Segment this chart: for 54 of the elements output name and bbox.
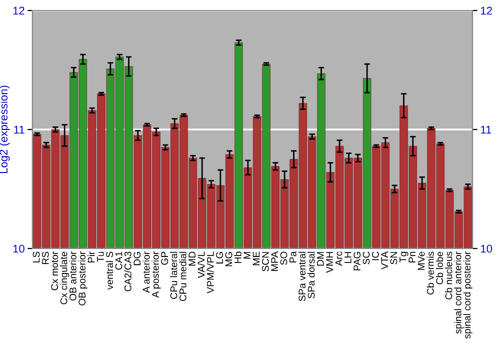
- x-tick-label: IC: [372, 252, 379, 260]
- x-tick-label: OB posterior: [78, 251, 88, 306]
- x-tick-label: DG: [134, 252, 141, 266]
- x-tick-label: Cx cingulate: [60, 252, 70, 304]
- y2-tick-label: 12: [480, 6, 492, 15]
- x-tick-label: Cx motor: [51, 251, 58, 290]
- x-tick-label: VTA: [381, 251, 388, 270]
- x-tick-label: A anterior: [142, 251, 150, 293]
- x-tick-label: Tg: [400, 252, 408, 262]
- y-tick-label: 12: [13, 6, 24, 15]
- x-tick-label: Cb vermis: [426, 252, 434, 295]
- x-tick-label: PAG: [354, 252, 361, 270]
- x-tick-label: ME: [252, 252, 260, 266]
- x-tick-label: SPa dorsal: [308, 252, 315, 298]
- x-tick-label: DM: [317, 252, 324, 266]
- y-tick-label: 11: [14, 126, 24, 134]
- x-tick-label: Arc: [335, 252, 342, 266]
- x-tick-label: SC: [362, 252, 370, 264]
- y2-tick-label: 10: [480, 244, 492, 253]
- x-tick-label: MD: [188, 252, 196, 266]
- x-tick-label: Cb nucleus: [445, 252, 452, 300]
- x-tick-label: CA1: [115, 252, 122, 270]
- x-tick-label: GP: [161, 252, 168, 265]
- x-tick-label: SN: [390, 252, 398, 264]
- x-tick-label: OB anterior: [69, 251, 76, 301]
- x-tick-label: CPu medial: [179, 252, 186, 302]
- x-tick-label: LG: [216, 252, 224, 264]
- x-tick-label: RS: [42, 252, 49, 264]
- x-tick-label: SCN: [262, 252, 269, 272]
- x-tick-label: SO: [280, 252, 288, 265]
- x-tick-label: VPM/VPL: [206, 252, 214, 294]
- y-tick-label: 10: [13, 244, 24, 253]
- x-tick-label: MG: [225, 252, 232, 266]
- x-tick-label: ventral S: [106, 252, 114, 290]
- x-tick-label: Hb: [234, 252, 242, 263]
- x-tick-label: Pir: [88, 251, 95, 262]
- x-tick-label: M: [244, 252, 250, 259]
- x-tick-label: MPA: [271, 251, 278, 271]
- x-tick-label: spinal cord anterior: [454, 251, 464, 334]
- x-tick-label: VA/VL: [198, 252, 205, 278]
- x-tick-label: A posterior: [152, 251, 161, 298]
- x-tick-label: Cb lobe: [436, 252, 444, 284]
- x-tick-label: spinal cord posterior: [463, 251, 472, 339]
- x-tick-label: Tu: [97, 252, 104, 262]
- x-tick-label: SPa ventral: [298, 252, 306, 302]
- x-tick-label: Pn: [408, 252, 416, 262]
- x-tick-label: LH: [344, 252, 352, 263]
- x-tick-label: CPu lateral: [170, 252, 178, 299]
- x-tick-label: Pa: [290, 251, 296, 262]
- x-tick-label: CA2/CA3: [124, 252, 132, 292]
- x-tick-label: VMH: [326, 252, 333, 273]
- x-tick-label: LS: [32, 252, 40, 262]
- x-tick-label: MVe: [418, 252, 425, 270]
- y2-tick-label: 11: [480, 126, 492, 134]
